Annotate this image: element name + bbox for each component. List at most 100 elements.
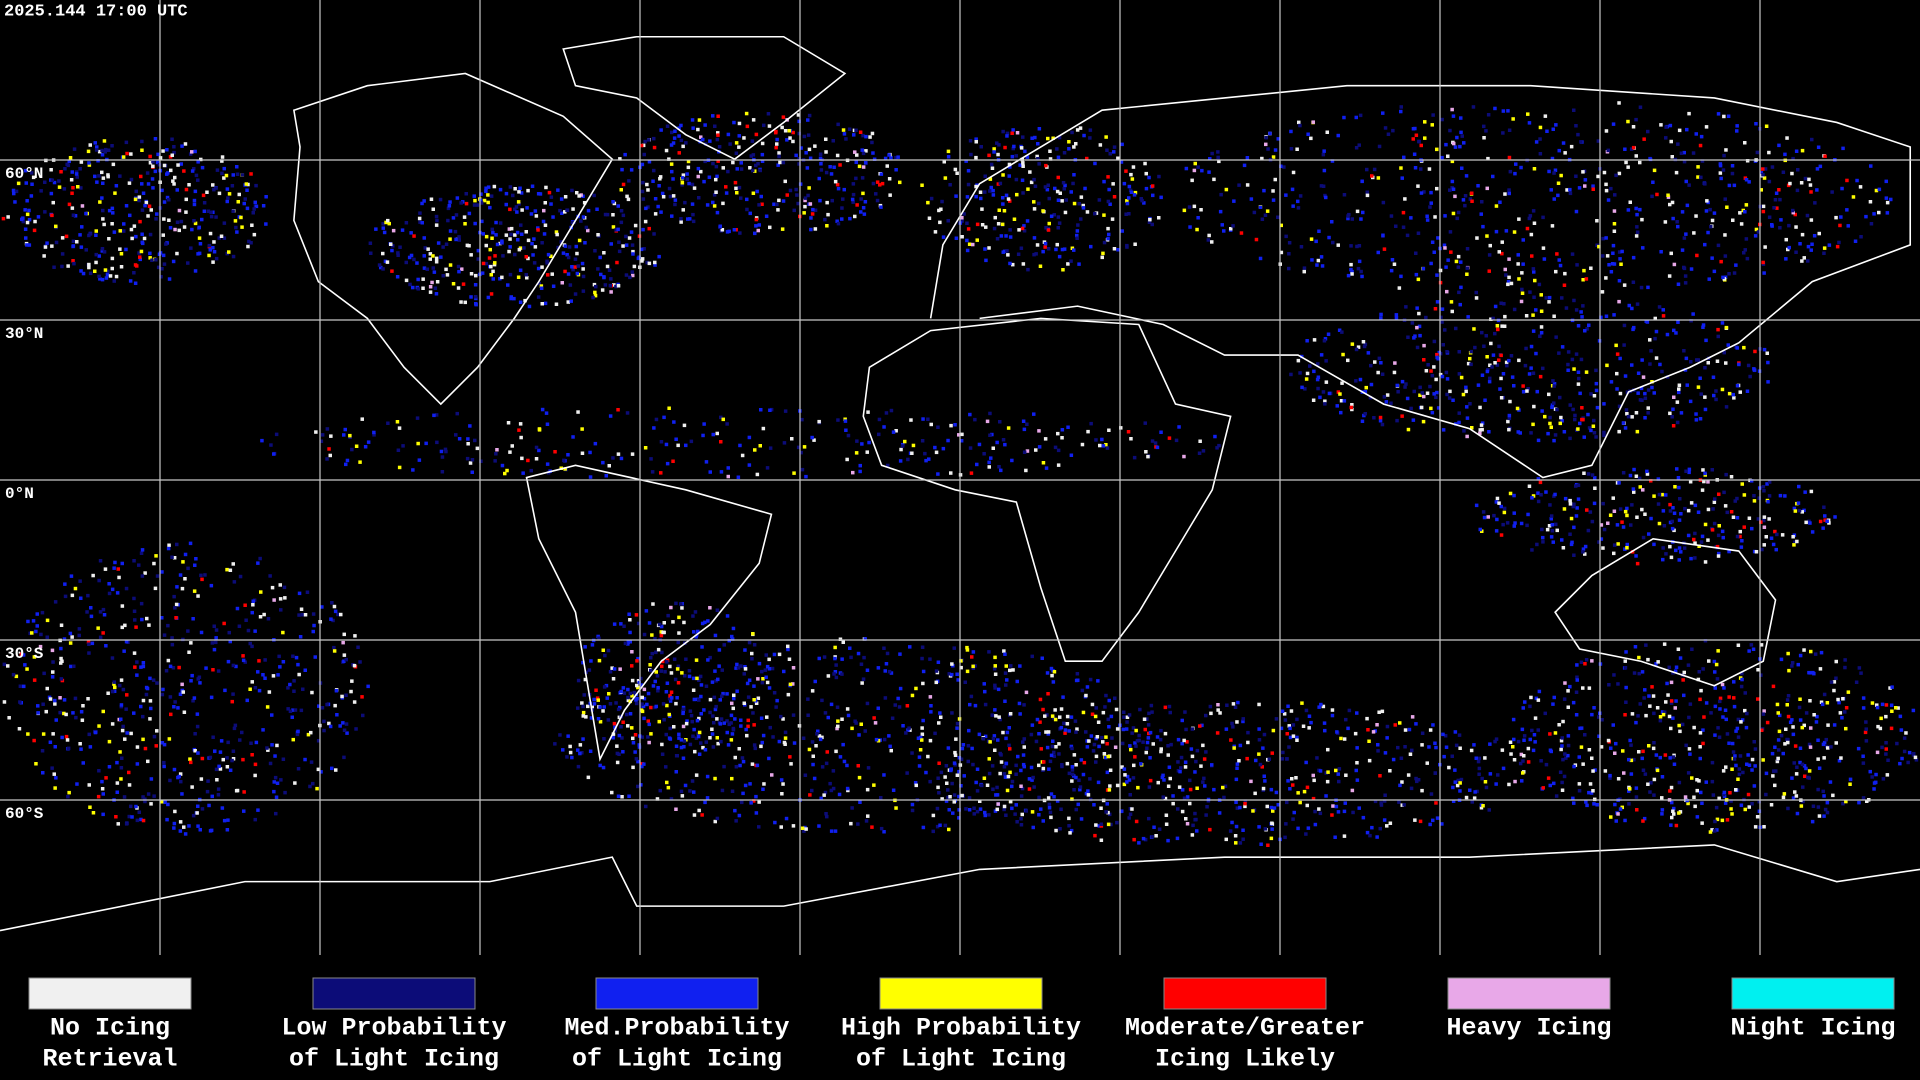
icing-pixel [1809,190,1813,194]
icing-pixel [882,425,886,429]
icing-pixel [905,771,909,775]
icing-pixel [657,719,661,724]
icing-pixel [170,636,174,640]
icing-pixel [1617,404,1622,409]
icing-pixel [563,467,567,471]
icing-pixel [1884,196,1889,200]
icing-pixel [929,710,933,714]
icing-pixel [465,456,470,461]
icing-pixel [612,283,616,287]
icing-pixel [879,172,884,176]
icing-pixel [1444,142,1448,147]
icing-pixel [983,734,988,739]
icing-pixel [94,148,99,152]
icing-pixel [91,573,95,578]
icing-pixel [1494,204,1499,208]
icing-pixel [208,755,213,760]
icing-pixel [1487,269,1491,273]
icing-pixel [1532,404,1536,409]
icing-pixel [855,439,859,443]
icing-pixel [887,734,891,738]
icing-pixel [1671,506,1675,510]
icing-pixel [224,173,229,178]
icing-pixel [1794,225,1798,229]
icing-pixel [969,471,974,475]
icing-pixel [27,217,32,222]
icing-pixel [686,159,691,164]
icing-pixel [824,812,828,816]
icing-pixel [1551,379,1555,383]
icing-pixel [677,732,681,737]
icing-pixel [1488,243,1492,248]
icing-pixel [1085,210,1090,214]
icing-pixel [706,658,710,662]
icing-pixel [107,765,112,769]
icing-pixel [676,664,681,668]
icing-pixel [1730,164,1735,168]
icing-pixel [119,265,124,269]
icing-pixel [116,822,120,826]
icing-pixel [1014,772,1018,776]
icing-pixel [1733,499,1737,503]
icing-pixel [993,748,997,752]
icing-pixel [1057,742,1061,746]
icing-pixel [475,446,480,451]
icing-pixel [93,141,97,145]
icing-pixel [1534,140,1539,144]
icing-pixel [504,191,509,196]
icing-pixel [1291,783,1295,787]
icing-pixel [1634,117,1638,122]
icing-pixel [1502,510,1507,515]
icing-pixel [216,669,221,673]
icing-pixel [1094,438,1098,442]
icing-pixel [1220,223,1224,227]
icing-pixel [1353,731,1358,736]
icing-pixel [227,250,231,254]
icing-pixel [967,796,972,800]
icing-pixel [174,602,179,607]
icing-pixel [140,240,144,245]
icing-pixel [440,455,445,459]
icing-pixel [162,163,167,168]
icing-pixel [1268,131,1272,136]
icing-pixel [796,113,801,117]
icing-pixel [1889,197,1893,202]
icing-pixel [783,129,788,133]
icing-pixel [777,198,781,203]
icing-pixel [965,238,969,243]
icing-pixel [664,442,669,447]
icing-pixel [806,193,810,198]
icing-pixel [173,175,177,180]
icing-pixel [1531,267,1536,271]
icing-pixel [681,173,686,177]
icing-pixel [517,247,522,252]
icing-pixel [69,664,73,669]
icing-pixel [1583,544,1588,549]
icing-pixel [1676,224,1680,229]
icing-pixel [327,721,331,726]
icing-pixel [1112,145,1117,149]
icing-pixel [1033,184,1038,188]
icing-pixel [1480,427,1484,432]
icing-pixel [611,213,615,217]
icing-pixel [1494,229,1499,234]
icing-pixel [217,764,221,769]
icing-pixel [616,204,620,208]
icing-pixel [140,232,144,236]
icing-pixel [1067,140,1071,144]
icing-pixel [1524,314,1529,318]
icing-pixel [1123,773,1127,777]
icing-pixel [673,202,677,207]
icing-pixel [1429,406,1433,411]
icing-pixel [656,689,660,693]
icing-pixel [79,747,83,751]
icing-pixel [1735,496,1739,501]
icing-pixel [696,174,700,179]
icing-pixel [825,750,829,754]
icing-pixel [527,304,532,309]
icing-pixel [1366,351,1371,355]
icing-pixel [1125,780,1129,784]
icing-pixel [1167,765,1172,769]
icing-pixel [1319,353,1324,357]
icing-pixel [1302,269,1306,274]
